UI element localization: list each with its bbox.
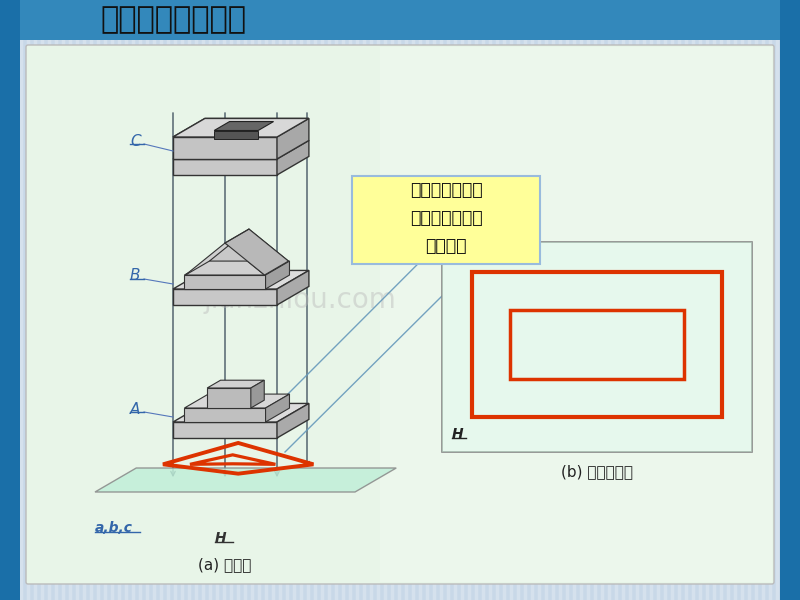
Polygon shape (173, 137, 277, 159)
Polygon shape (266, 261, 290, 289)
Text: (b) 水平投影图: (b) 水平投影图 (561, 464, 633, 479)
Text: B: B (130, 269, 141, 283)
Polygon shape (214, 131, 258, 139)
Bar (0, 0, 800, 40)
Polygon shape (185, 261, 290, 275)
Text: A: A (130, 401, 140, 416)
Text: (a) 立体图: (a) 立体图 (198, 557, 252, 572)
Polygon shape (225, 229, 289, 275)
Text: jianzhiou.com: jianzhiou.com (203, 286, 397, 314)
Text: 形体的一面投影
不能唯一确定其
空间形状: 形体的一面投影 不能唯一确定其 空间形状 (410, 181, 482, 255)
Polygon shape (173, 118, 309, 137)
Polygon shape (173, 422, 277, 438)
Polygon shape (185, 394, 290, 408)
Bar (0, 0, 20, 600)
Bar (472, 272, 722, 417)
Polygon shape (173, 289, 277, 305)
Polygon shape (173, 159, 277, 175)
Text: H: H (452, 427, 464, 441)
Polygon shape (214, 122, 274, 131)
Polygon shape (95, 468, 396, 492)
Polygon shape (277, 140, 309, 175)
Bar (380, 47, 772, 582)
Polygon shape (251, 380, 264, 408)
Bar (442, 242, 752, 452)
Polygon shape (185, 408, 266, 422)
Polygon shape (277, 403, 309, 438)
Polygon shape (277, 118, 309, 159)
FancyBboxPatch shape (26, 45, 774, 584)
Bar (780, 0, 800, 600)
Polygon shape (173, 140, 309, 159)
Text: a,b,c: a,b,c (95, 521, 133, 535)
Polygon shape (186, 243, 265, 275)
Polygon shape (277, 271, 309, 305)
Text: H: H (215, 531, 226, 545)
Polygon shape (173, 403, 309, 422)
Bar (442, 242, 752, 452)
Polygon shape (210, 229, 289, 261)
Bar (510, 310, 684, 379)
Polygon shape (185, 275, 266, 289)
Polygon shape (266, 394, 290, 422)
Text: C: C (130, 133, 141, 148)
Polygon shape (173, 271, 309, 289)
Text: 物体的一面投影：: 物体的一面投影： (100, 5, 246, 34)
FancyBboxPatch shape (352, 176, 540, 264)
Polygon shape (173, 118, 309, 137)
Polygon shape (207, 380, 264, 388)
Polygon shape (207, 388, 251, 408)
